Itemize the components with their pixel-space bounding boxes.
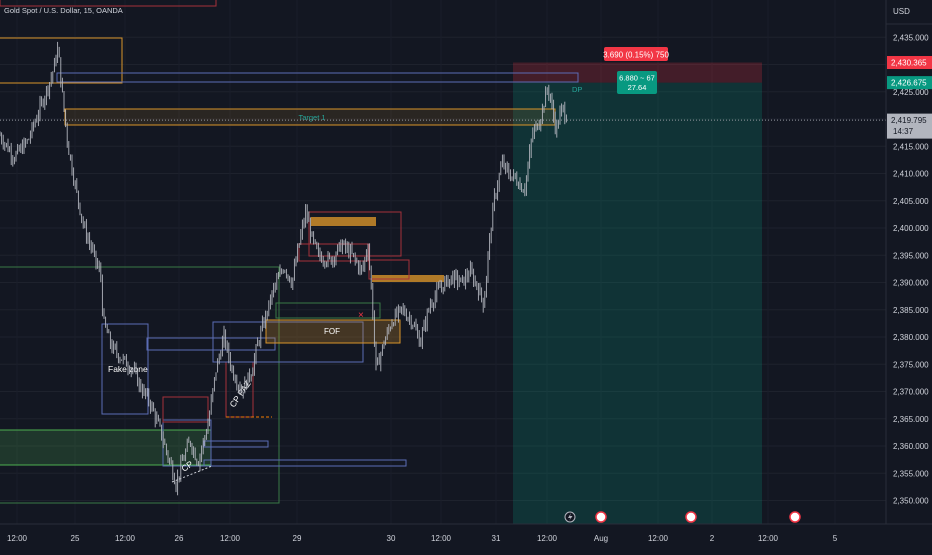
price-tick-label: 2,360.000 <box>893 442 929 451</box>
time-tick-label: 30 <box>387 534 396 543</box>
time-tick-label: 12:00 <box>537 534 558 543</box>
price-axis-bg <box>886 0 932 550</box>
price-series <box>0 41 567 496</box>
time-axis-bg <box>0 524 932 550</box>
price-tick-label: 2,365.000 <box>893 415 929 424</box>
price-tick-label: 2,350.000 <box>893 497 929 506</box>
risk-label-box <box>604 47 668 61</box>
zone-blue-long-1[interactable] <box>203 440 269 448</box>
zone-blue-mid[interactable] <box>212 321 364 363</box>
target-1-label: Target 1 <box>298 113 325 122</box>
zone-orange-bar-1[interactable] <box>311 217 376 226</box>
lightning-glyph <box>568 513 573 521</box>
price-tick-label: 2,385.000 <box>893 306 929 315</box>
countdown-tag: 14:37 <box>893 127 914 136</box>
short-position-tool[interactable]: 3.690 (0.15%) 750 6.880 ~ 67 27.64 <box>513 47 762 524</box>
price-tick-label: 2,415.000 <box>893 142 929 151</box>
zone-red-small[interactable] <box>162 396 209 423</box>
reward-label-box <box>617 71 657 94</box>
us-flag-event-icon-3[interactable] <box>789 511 801 523</box>
time-tick-label: 2 <box>710 534 715 543</box>
dp-label: DP <box>572 85 582 94</box>
time-tick-label: 31 <box>492 534 501 543</box>
zone-green-large[interactable] <box>0 266 280 504</box>
time-tick-label: 12:00 <box>220 534 241 543</box>
zone-blue-long-2[interactable] <box>203 459 407 467</box>
zone-line-top-blue[interactable] <box>56 72 579 83</box>
target-price-tag-bg <box>887 76 932 90</box>
reward-label-1: 6.880 ~ 67 <box>619 74 655 83</box>
position-profit-zone <box>513 82 762 524</box>
x-mark: × <box>358 310 364 321</box>
target-price-tag: 2,426.675 <box>891 79 927 88</box>
price-tick-label: 2,405.000 <box>893 197 929 206</box>
fof-label: FOF <box>324 327 340 336</box>
zone-green-mid[interactable] <box>275 302 381 319</box>
price-tick-label: 2,355.000 <box>893 469 929 478</box>
zone-box-top-left-orange[interactable] <box>0 37 123 84</box>
zone-blue-fake[interactable] <box>101 323 149 415</box>
time-tick-label: 12:00 <box>431 534 452 543</box>
current-price-tag-bg <box>887 113 932 139</box>
time-axis[interactable]: 12:00 25 12:00 26 12:00 29 30 12:00 31 12:00 Aug 12… <box>0 523 932 550</box>
zone-blue-fake-2[interactable] <box>146 337 276 351</box>
price-tick-label: 2,410.000 <box>893 170 929 179</box>
zone-red-right[interactable] <box>368 259 410 280</box>
time-tick-label: 29 <box>293 534 302 543</box>
event-markers[interactable] <box>564 511 801 523</box>
symbol-title: Gold Spot / U.S. Dollar, 15, OANDA <box>4 6 123 15</box>
stop-price-tag: 2,430.365 <box>891 59 927 68</box>
drawing-zones[interactable]: Target 1 FOF Fake zone CP CP PAZ × DP <box>0 37 582 504</box>
time-tick-label: 5 <box>833 534 838 543</box>
price-tick-label: 2,375.000 <box>893 360 929 369</box>
price-axis[interactable]: 2,350.000 2,355.000 2,360.000 2,365.000 2,37… <box>885 0 932 550</box>
time-tick-label: 26 <box>175 534 184 543</box>
us-flag-event-icon-2[interactable] <box>685 511 697 523</box>
fof-zone[interactable] <box>265 319 401 344</box>
price-tick-label: 2,400.000 <box>893 224 929 233</box>
time-tick-label: 12:00 <box>7 534 28 543</box>
time-tick-label: 12:00 <box>648 534 669 543</box>
reward-label-2: 27.64 <box>628 83 647 92</box>
us-flag-event-icon-1[interactable] <box>595 511 607 523</box>
price-tick-label: 2,390.000 <box>893 279 929 288</box>
current-price-tag: 2,419.795 <box>891 116 927 125</box>
time-tick-label: Aug <box>594 534 608 543</box>
time-tick-label: 12:00 <box>115 534 136 543</box>
price-tick-label: 2,435.000 <box>893 33 929 42</box>
price-tick-label: 2,380.000 <box>893 333 929 342</box>
zone-green-filled[interactable] <box>0 429 212 466</box>
price-tick-label: 2,370.000 <box>893 388 929 397</box>
price-tags: 2,430.365 2,426.675 2,419.795 14:37 <box>887 56 932 139</box>
stop-price-tag-bg <box>887 56 932 70</box>
currency-label: USD <box>893 7 910 16</box>
header-red-zone-edge <box>0 0 217 7</box>
chart-header: Gold Spot / U.S. Dollar, 15, OANDA USD <box>0 0 932 25</box>
time-tick-label: 12:00 <box>758 534 779 543</box>
price-tick-label: 2,395.000 <box>893 251 929 260</box>
price-tick-label: 2,425.000 <box>893 88 929 97</box>
cp-dashed-line <box>171 465 213 483</box>
risk-label: 3.690 (0.15%) 750 <box>603 51 669 60</box>
time-tick-label: 25 <box>71 534 80 543</box>
